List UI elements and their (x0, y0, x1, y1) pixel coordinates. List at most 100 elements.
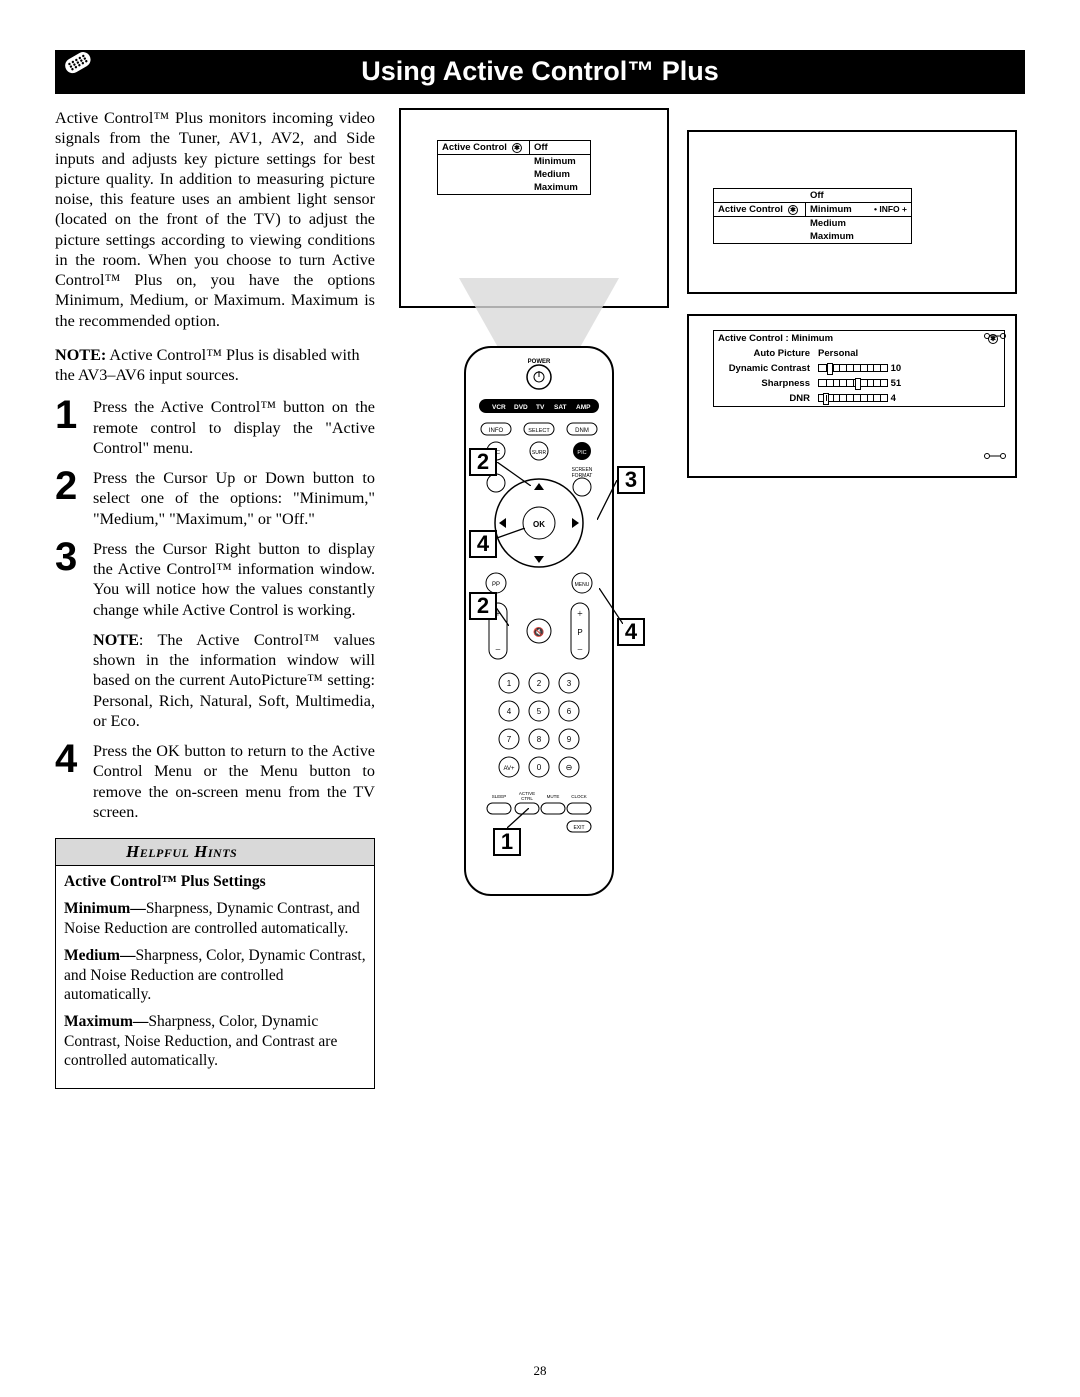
menu-2: Off Active Control ✱ Minimum • INFO + Me… (713, 188, 912, 244)
info-num-1: 10 (891, 363, 902, 374)
remote-illustration: POWER VCR DVD TV SAT AMP INFO SELECT DNM… (459, 343, 619, 903)
step-num-2: 2 (55, 468, 83, 529)
hint-key-2: Maximum— (64, 1013, 148, 1030)
callout-line (597, 480, 617, 520)
hints-subtitle: Active Control™ Plus Settings (64, 872, 366, 891)
svg-text:1: 1 (507, 679, 512, 688)
svg-text:MENU: MENU (575, 582, 590, 588)
svg-text:MUTE: MUTE (547, 794, 560, 799)
step-2: 2 Press the Cursor Up or Down button to … (55, 468, 375, 529)
svg-text:OK: OK (533, 520, 545, 529)
page-title-bar: Using Active Control™ Plus (55, 50, 1025, 94)
tv-screen-2: Off Active Control ✱ Minimum • INFO + Me… (687, 130, 1017, 294)
callout-line (495, 606, 509, 626)
svg-text:4: 4 (507, 707, 512, 716)
step-3-note-label: NOTE (93, 631, 139, 649)
svg-text:SAT: SAT (554, 404, 567, 411)
menu1-label: Active Control (442, 142, 507, 153)
callout-1: 1 (493, 828, 521, 856)
step-num-3: 3 (55, 539, 83, 620)
svg-text:SLEEP: SLEEP (492, 794, 507, 799)
remote-icon (63, 52, 99, 88)
info-label-3: DNR (718, 393, 818, 404)
note-paragraph: NOTE: Active Control™ Plus is disabled w… (55, 345, 375, 386)
svg-text:POWER: POWER (528, 359, 551, 365)
intro-paragraph: Active Control™ Plus monitors incoming v… (55, 108, 375, 331)
info-label-1: Dynamic Contrast (718, 363, 818, 374)
callout-2b: 2 (469, 592, 497, 620)
running-man-icon: ✱ (788, 205, 798, 215)
svg-text:5: 5 (537, 707, 542, 716)
svg-text:PP: PP (492, 582, 500, 588)
step-4: 4 Press the OK button to return to the A… (55, 741, 375, 822)
callout-line (497, 528, 525, 538)
step-1: 1 Press the Active Control™ button on th… (55, 397, 375, 458)
svg-text:−: − (495, 645, 501, 656)
info-label-2: Sharpness (718, 378, 818, 389)
menu2-info-tag: • INFO + (870, 203, 911, 217)
svg-text:VCR: VCR (492, 404, 506, 411)
info-num-2: 51 (891, 378, 902, 389)
menu1-opt-3: Maximum (530, 181, 582, 194)
slider-1 (818, 364, 888, 372)
svg-text:SURR: SURR (532, 450, 547, 456)
step-text-3: Press the Cursor Right button to display… (93, 539, 375, 620)
svg-text:TV: TV (536, 404, 545, 411)
illustration-area: Active Control ✱ Off Minimum Medium Maxi… (399, 108, 1025, 1089)
svg-text:CLOCK: CLOCK (571, 794, 587, 799)
menu2-opt-1: Minimum (806, 203, 870, 217)
hint-key-0: Minimum— (64, 900, 146, 917)
hint-medium: Medium—Sharpness, Color, Dynamic Contras… (64, 946, 366, 1004)
svg-text:−: − (577, 645, 583, 656)
svg-text:8: 8 (537, 735, 542, 744)
svg-text:PIC: PIC (577, 450, 586, 456)
hint-minimum: Minimum—Sharpness, Dynamic Contrast, and… (64, 899, 366, 938)
menu2-opt-2: Medium (806, 217, 850, 230)
svg-text:EXIT: EXIT (573, 825, 584, 831)
note-label: NOTE: (55, 346, 106, 364)
svg-text:🔇: 🔇 (533, 626, 544, 637)
callout-line (507, 808, 529, 828)
page-title: Using Active Control™ Plus (361, 56, 719, 86)
svg-text:AMP: AMP (576, 404, 591, 411)
svg-text:9: 9 (567, 735, 572, 744)
step-text-1: Press the Active Control™ button on the … (93, 397, 375, 458)
svg-text:P: P (577, 628, 582, 637)
info-val-0: Personal (818, 348, 1000, 359)
cursor-arrows-icon (983, 444, 1007, 468)
step-num-4: 4 (55, 741, 83, 822)
svg-text:6: 6 (567, 707, 572, 716)
svg-text:INFO: INFO (489, 428, 504, 434)
callout-line (497, 462, 531, 486)
svg-text:+: + (577, 609, 583, 620)
cursor-arrows-icon (983, 324, 1007, 348)
menu2-opt-0: Off (806, 189, 828, 202)
svg-text:7: 7 (507, 735, 512, 744)
hint-key-1: Medium— (64, 947, 135, 964)
svg-text:SELECT: SELECT (528, 428, 550, 434)
callout-3: 3 (617, 466, 645, 494)
menu2-label: Active Control (718, 204, 783, 215)
info-num-3: 4 (891, 393, 896, 404)
callout-4a: 4 (469, 530, 497, 558)
svg-text:DNM: DNM (575, 428, 589, 434)
running-man-icon: ✱ (512, 143, 522, 153)
step-3: 3 Press the Cursor Right button to displ… (55, 539, 375, 620)
callout-2a: 2 (469, 448, 497, 476)
svg-text:AV+: AV+ (503, 766, 515, 772)
svg-text:CTRL: CTRL (521, 796, 533, 801)
page-number: 28 (0, 1363, 1080, 1379)
svg-text:3: 3 (567, 679, 572, 688)
step-num-1: 1 (55, 397, 83, 458)
slider-3 (818, 394, 888, 402)
step-3-note: NOTE: The Active Control™ values shown i… (93, 630, 375, 731)
step-text-4: Press the OK button to return to the Act… (93, 741, 375, 822)
menu1-opt-1: Minimum (530, 155, 580, 168)
step-text-2: Press the Cursor Up or Down button to se… (93, 468, 375, 529)
info-title: Active Control : Minimum (718, 333, 833, 344)
tv-screen-3: Active Control : Minimum✱ Auto PicturePe… (687, 314, 1017, 478)
menu-1: Active Control ✱ Off Minimum Medium Maxi… (437, 140, 591, 195)
helpful-hints-box: Helpful Hints Active Control™ Plus Setti… (55, 838, 375, 1089)
menu2-opt-3: Maximum (806, 230, 858, 243)
svg-text:⊖: ⊖ (566, 763, 573, 772)
